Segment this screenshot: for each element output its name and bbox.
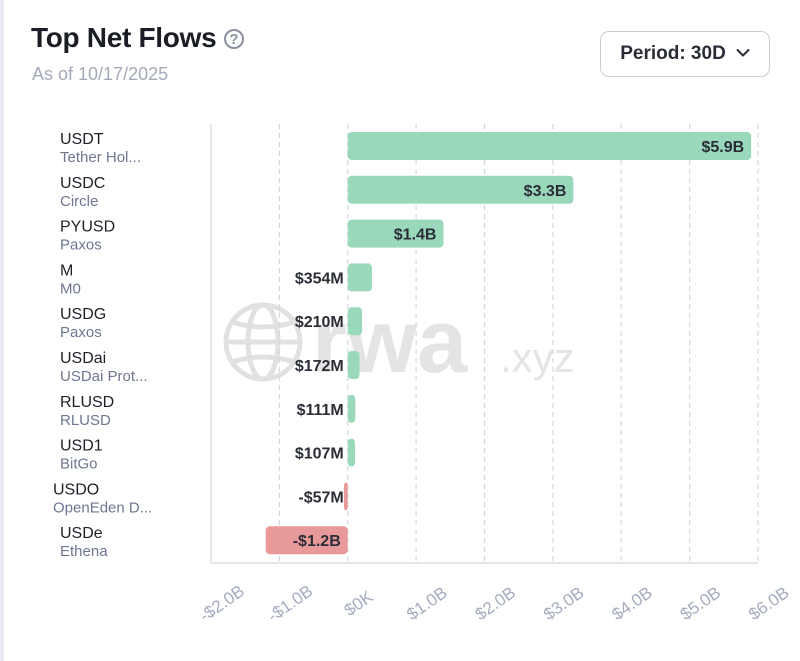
bar-usde[interactable]: [265, 526, 348, 555]
category-label: USDO: [53, 481, 99, 498]
issuer-label: Paxos: [60, 324, 102, 341]
issuer-label: Circle: [60, 193, 98, 210]
bar-rlusd[interactable]: [347, 394, 356, 423]
globe-icon: [223, 302, 303, 382]
value-label-usdai: $172M: [295, 358, 344, 375]
bar-usd1[interactable]: [347, 438, 356, 467]
value-label-usdg: $210M: [295, 314, 344, 331]
x-tick-label: -$2.0B: [196, 581, 248, 625]
bar-usdc[interactable]: [347, 175, 574, 204]
issuer-label: Paxos: [60, 237, 102, 254]
value-label-pyusd: $1.4B: [394, 227, 437, 244]
value-label-rlusd: $111M: [297, 402, 344, 419]
x-tick-label: $6.0B: [745, 583, 792, 624]
issuer-label: BitGo: [60, 456, 98, 473]
value-label-usdc: $3.3B: [524, 183, 567, 200]
x-tick-label: $5.0B: [677, 583, 724, 624]
chart-bars: $5.9B $3.3B $1.4B $354M $210M $172M $111M $107M…: [265, 132, 752, 555]
bar-pyusd[interactable]: [347, 219, 444, 248]
issuer-label: M0: [60, 280, 81, 297]
category-label: RLUSD: [60, 394, 114, 411]
bar-usdt[interactable]: [347, 132, 752, 160]
issuer-label: USDai Prot...: [60, 368, 148, 385]
chart-x-axis: -$2.0B -$1.0B $0K $1.0B $2.0B $3.0B $4.0B $5.0B…: [196, 581, 793, 625]
x-tick-label: $2.0B: [472, 583, 519, 624]
issuer-label: Tether Hol...: [60, 149, 141, 166]
x-tick-label: $4.0B: [608, 583, 655, 624]
x-tick-label: -$1.0B: [264, 581, 316, 625]
watermark-text: rwa: [312, 292, 468, 392]
issuer-label: Ethena: [60, 543, 108, 560]
value-label-usd1: $107M: [295, 446, 344, 463]
category-label: PYUSD: [60, 219, 115, 236]
issuer-label: RLUSD: [60, 412, 111, 429]
chevron-down-icon: [736, 42, 750, 64]
category-label: USDT: [60, 131, 104, 148]
as-of-date: As of 10/17/2025: [32, 64, 169, 84]
panel-edge: [0, 0, 4, 661]
x-tick-label: $0K: [341, 587, 377, 620]
value-label-usdt: $5.9B: [701, 139, 744, 156]
category-label: USDC: [60, 175, 105, 192]
help-icon[interactable]: ?: [224, 29, 244, 49]
x-tick-label: $3.0B: [540, 583, 587, 624]
category-label: USDe: [60, 525, 103, 542]
category-label: USDai: [60, 350, 106, 367]
period-label: Period: 30D: [620, 43, 726, 64]
value-label-usde: -$1.2B: [293, 533, 341, 550]
bar-usdo[interactable]: [343, 482, 348, 511]
issuer-label: OpenEden D...: [53, 499, 152, 516]
period-dropdown[interactable]: Period: 30D: [600, 31, 770, 77]
value-label-m: $354M: [295, 270, 344, 287]
x-tick-label: $1.0B: [403, 583, 450, 624]
bar-m[interactable]: [347, 263, 372, 292]
category-label: USD1: [60, 438, 103, 455]
value-label-usdo: -$57M: [298, 489, 343, 506]
watermark: rwa .xyz: [223, 292, 575, 392]
category-label: M: [60, 262, 73, 279]
watermark-suffix: .xyz: [500, 334, 575, 381]
bar-usdai[interactable]: [347, 351, 360, 379]
page-title: Top Net Flows: [31, 22, 217, 53]
category-label: USDG: [60, 306, 106, 323]
bar-usdg[interactable]: [347, 307, 363, 336]
